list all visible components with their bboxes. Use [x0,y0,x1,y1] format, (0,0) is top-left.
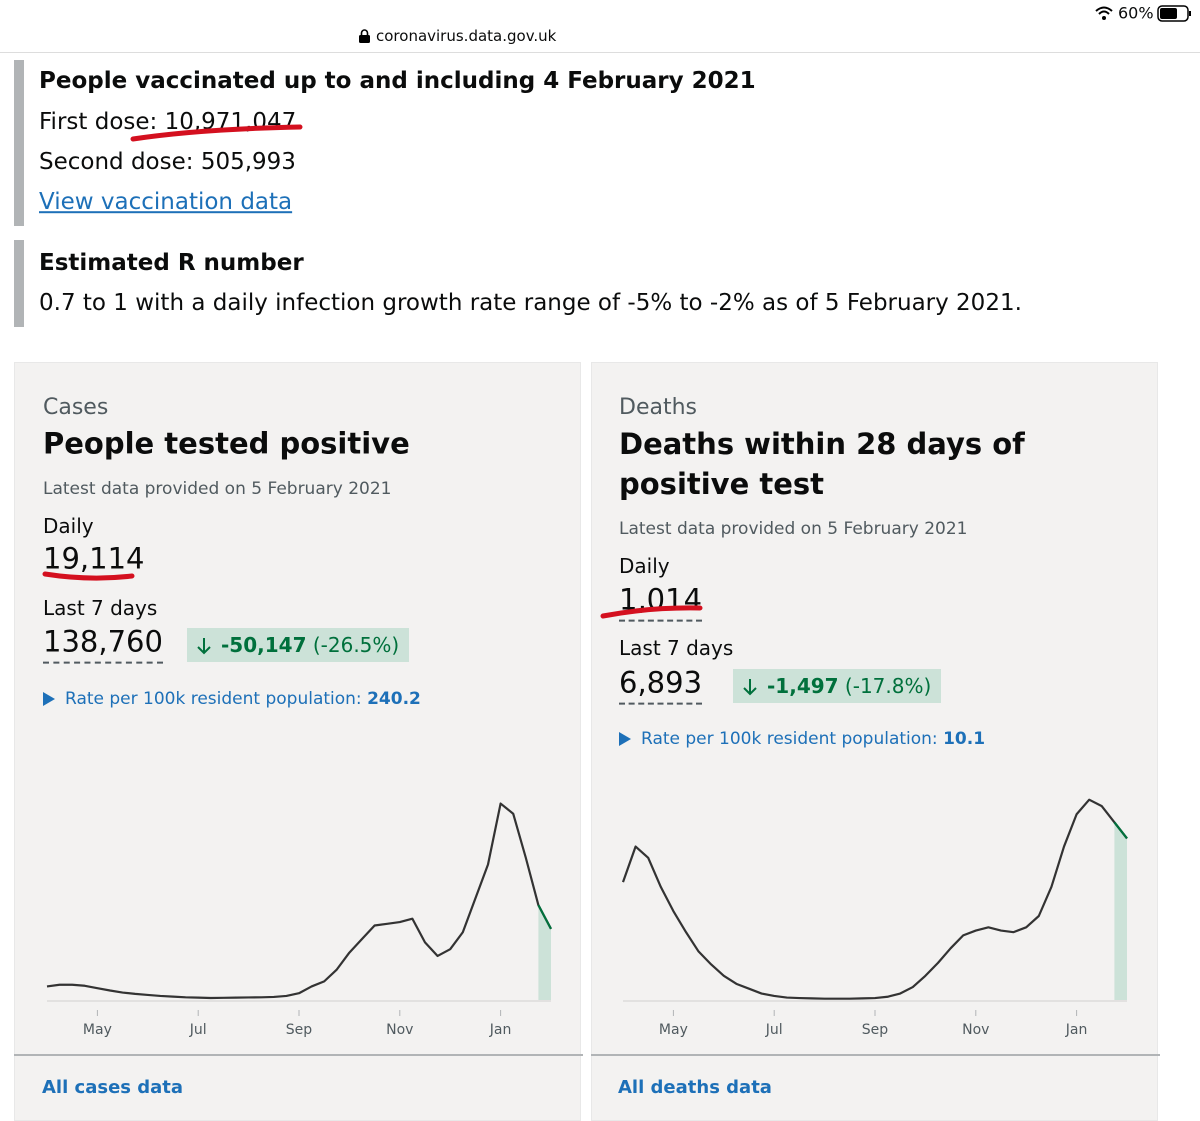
url-bar-border [0,52,1200,53]
url[interactable]: coronavirus.data.gov.uk [376,27,557,45]
card-separator [14,1054,583,1056]
rate-value: 10.1 [943,728,986,749]
inset-bar [14,240,24,327]
change-box: -1,497 (-17.8%) [733,669,942,703]
card-category: Deaths [619,394,697,420]
card-link[interactable]: All deaths data [618,1077,772,1099]
card-category: Cases [43,394,109,420]
last7-value[interactable]: 138,760 [43,625,163,664]
r-text: 0.7 to 1 with a daily infection growth r… [39,290,1022,317]
latest-date: Latest data provided on 5 February 2021 [43,478,392,499]
vaccination-title: People vaccinated up to and including 4 … [39,68,756,95]
second-dose: Second dose: 505,993 [39,149,296,176]
daily-label: Daily [43,514,94,538]
rate[interactable]: Rate per 100k resident population: 10.1 [619,729,985,749]
last7-value[interactable]: 6,893 [619,666,703,705]
daily-value[interactable]: 1,014 [619,583,703,622]
daily-value: 19,114 [43,541,145,576]
vaccination-link[interactable]: View vaccination data [39,189,293,216]
card-separator [591,1054,1160,1056]
battery-percent: 60% [1118,3,1154,23]
last7-label: Last 7 days [43,596,158,620]
rate[interactable]: Rate per 100k resident population: 240.2 [43,689,421,709]
r-title: Estimated R number [39,250,304,277]
change-percent: (-26.5%) [312,633,400,657]
status-icons [1095,5,1191,22]
last7-label: Last 7 days [619,636,734,660]
first-dose: First dose: 10,971,047 [39,109,297,136]
rate-label: Rate per 100k resident population: [641,728,938,749]
rate-value: 240.2 [367,688,421,709]
card-title: Deaths within 28 days of positive test [619,427,1025,501]
daily-label: Daily [619,554,670,578]
lock-icon [359,29,370,43]
inset-bar [14,60,24,226]
change-value: -1,497 [767,674,839,698]
card-title: People tested positive [43,426,410,461]
cases-card [14,362,581,1121]
change-percent: (-17.8%) [844,674,932,698]
card-link[interactable]: All cases data [42,1077,184,1099]
change-box: -50,147 (-26.5%) [187,628,410,662]
rate-label: Rate per 100k resident population: [65,688,362,709]
change-value: -50,147 [221,633,307,657]
latest-date: Latest data provided on 5 February 2021 [619,518,968,539]
